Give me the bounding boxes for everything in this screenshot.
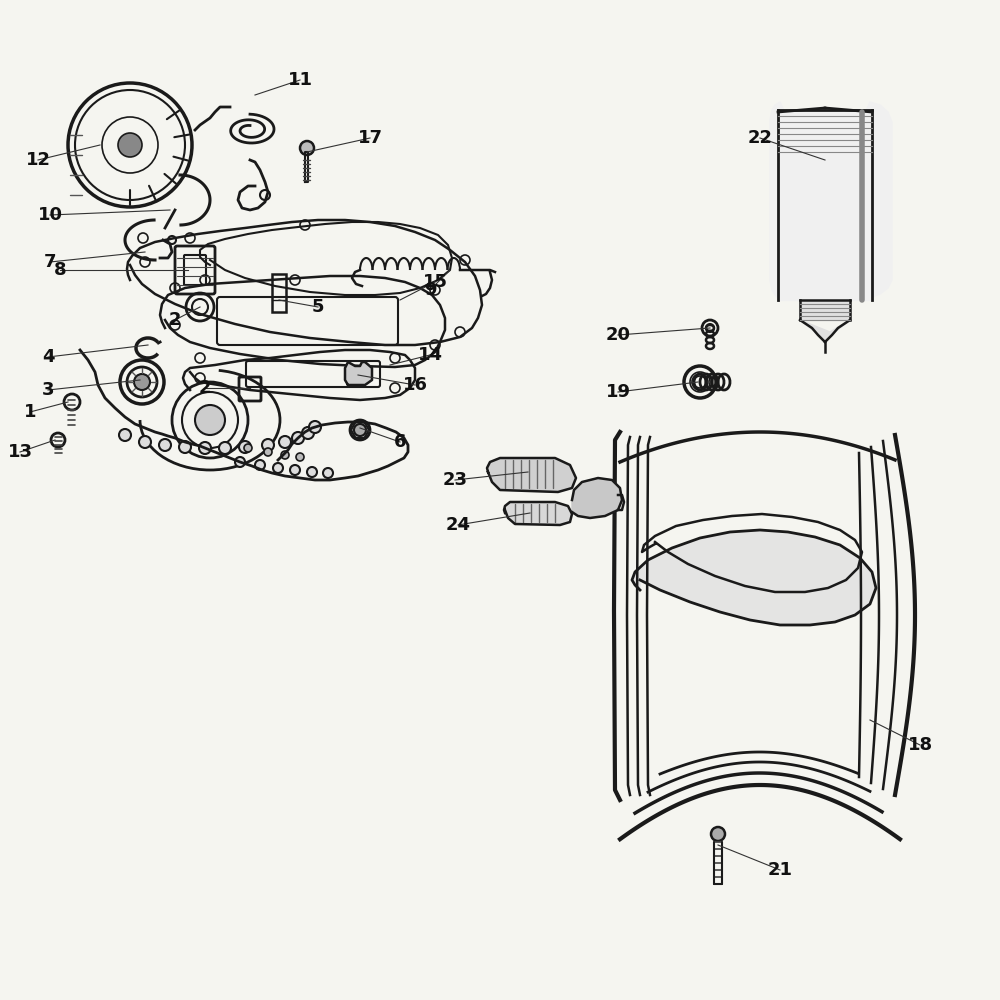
Text: 24: 24 [446, 516, 471, 534]
Circle shape [134, 374, 150, 390]
Polygon shape [345, 362, 372, 385]
Circle shape [302, 427, 314, 439]
Text: 2: 2 [199, 379, 211, 397]
Text: 15: 15 [422, 273, 448, 291]
Circle shape [264, 448, 272, 456]
Circle shape [273, 463, 283, 473]
Circle shape [195, 405, 225, 435]
Text: 21: 21 [768, 861, 792, 879]
Text: 19: 19 [606, 383, 631, 401]
Text: 17: 17 [358, 129, 382, 147]
Text: 13: 13 [8, 443, 32, 461]
Circle shape [350, 420, 370, 440]
Polygon shape [770, 102, 892, 300]
Polygon shape [800, 320, 850, 340]
Polygon shape [572, 478, 622, 518]
Circle shape [159, 439, 171, 451]
Circle shape [323, 468, 333, 478]
Text: 8: 8 [54, 261, 66, 279]
Text: 5: 5 [312, 298, 324, 316]
Circle shape [139, 436, 151, 448]
Polygon shape [504, 502, 572, 525]
Circle shape [235, 457, 245, 467]
Text: 10: 10 [38, 206, 62, 224]
Text: 12: 12 [26, 151, 50, 169]
Circle shape [292, 432, 304, 444]
Text: 6: 6 [394, 433, 406, 451]
Text: 11: 11 [288, 71, 312, 89]
Circle shape [118, 133, 142, 157]
Circle shape [281, 451, 289, 459]
Circle shape [239, 441, 251, 453]
Text: 9: 9 [424, 281, 436, 299]
Circle shape [290, 465, 300, 475]
Circle shape [119, 429, 131, 441]
Polygon shape [632, 530, 876, 625]
Polygon shape [487, 458, 576, 492]
Circle shape [279, 436, 291, 448]
Circle shape [199, 442, 211, 454]
Text: 18: 18 [907, 736, 933, 754]
Text: 23: 23 [442, 471, 468, 489]
Text: 3: 3 [42, 381, 54, 399]
Circle shape [711, 827, 725, 841]
Circle shape [296, 453, 304, 461]
Text: 4: 4 [42, 348, 54, 366]
Circle shape [262, 439, 274, 451]
Text: 16: 16 [402, 376, 428, 394]
Circle shape [309, 421, 321, 433]
Text: 1: 1 [24, 403, 36, 421]
Text: 2: 2 [169, 311, 181, 329]
Text: 14: 14 [418, 346, 442, 364]
Text: 7: 7 [44, 253, 56, 271]
Circle shape [300, 141, 314, 155]
Circle shape [307, 467, 317, 477]
Circle shape [255, 460, 265, 470]
Circle shape [219, 442, 231, 454]
Text: 22: 22 [748, 129, 772, 147]
Circle shape [179, 441, 191, 453]
Text: 20: 20 [606, 326, 631, 344]
Circle shape [244, 444, 252, 452]
